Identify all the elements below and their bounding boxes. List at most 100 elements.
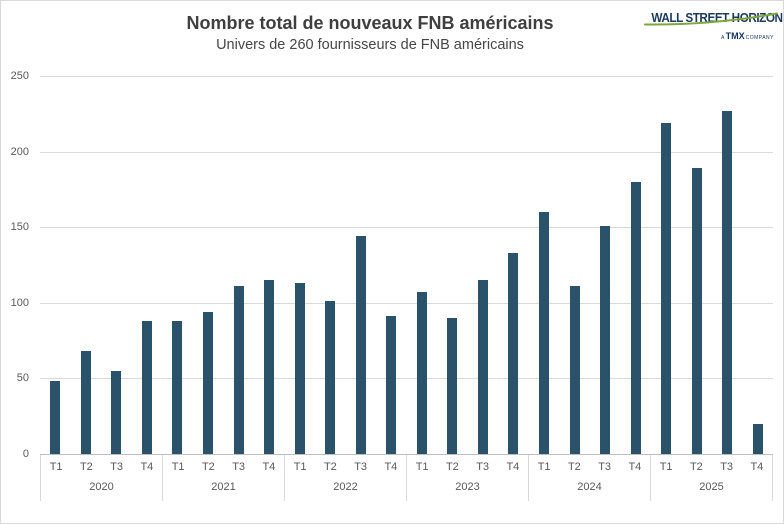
bar-2020-T2 bbox=[80, 351, 91, 454]
gridline-100 bbox=[40, 302, 773, 304]
quarter-label: T4 bbox=[750, 461, 764, 473]
bar-2021-T3 bbox=[233, 286, 244, 454]
quarter-label: T1 bbox=[659, 461, 673, 473]
quarter-label-row: T1 T2 T3 T4 bbox=[285, 455, 406, 473]
bar-slot bbox=[40, 76, 71, 454]
chart-subtitle: Univers de 260 fournisseurs de FNB améri… bbox=[216, 37, 524, 53]
bar-2023-T4 bbox=[508, 252, 519, 454]
bar-2025-T1 bbox=[661, 122, 672, 454]
quarter-label: T3 bbox=[354, 461, 368, 473]
y-axis-label: 250 bbox=[10, 70, 29, 82]
logo-tagline: ATMXCOMPANY bbox=[643, 27, 777, 43]
y-axis-label: 100 bbox=[10, 296, 29, 309]
bar-2022-T3 bbox=[355, 236, 366, 454]
logo-tagline-suffix: COMPANY bbox=[745, 35, 774, 41]
quarter-label-row: T1 T2 T3 T4 bbox=[41, 455, 162, 473]
chart-header: Nombre total de nouveaux FNB américains … bbox=[1, 1, 783, 55]
year-label: 2023 bbox=[455, 481, 480, 493]
quarter-label: T4 bbox=[384, 461, 398, 473]
bar-slot bbox=[376, 76, 407, 454]
bar-2025-T4 bbox=[752, 423, 763, 454]
bar-slot bbox=[620, 76, 651, 454]
quarter-label: T4 bbox=[506, 461, 520, 473]
quarter-label: T4 bbox=[262, 461, 276, 473]
logo-wordmark-row: WALL STREET HORIZON bbox=[643, 10, 783, 26]
gridline-150 bbox=[40, 227, 773, 229]
year-group-2024: T1 T2 T3 T4 2024 bbox=[529, 455, 651, 501]
quarter-label: T1 bbox=[293, 461, 307, 473]
plot-area bbox=[40, 76, 773, 455]
bar-2021-T4 bbox=[264, 280, 275, 454]
y-axis-label: 50 bbox=[16, 372, 29, 385]
x-axis: T1 T2 T3 T4 2020 T1 T2 T3 T4 2021 T1 T2 T3 T4 2022 T1 T2… bbox=[40, 455, 773, 501]
quarter-label: T1 bbox=[49, 461, 63, 473]
year-group-2022: T1 T2 T3 T4 2022 bbox=[285, 455, 407, 501]
quarter-label: T3 bbox=[232, 461, 246, 473]
bar-2020-T4 bbox=[141, 320, 152, 454]
bar-2024-T4 bbox=[630, 181, 641, 454]
quarter-label: T3 bbox=[476, 461, 490, 473]
bar-slot bbox=[468, 76, 499, 454]
bar-slot bbox=[284, 76, 315, 454]
quarter-label: T1 bbox=[537, 461, 551, 473]
bars-container bbox=[40, 76, 773, 454]
bar-slot bbox=[71, 76, 102, 454]
quarter-label-row: T1 T2 T3 T4 bbox=[407, 455, 528, 473]
bar-2025-T2 bbox=[691, 168, 702, 454]
bar-slot bbox=[437, 76, 468, 454]
bar-slot bbox=[254, 76, 285, 454]
quarter-label: T2 bbox=[79, 461, 93, 473]
bar-slot bbox=[132, 76, 163, 454]
bar-slot bbox=[162, 76, 193, 454]
year-label: 2020 bbox=[89, 481, 114, 493]
quarter-label: T3 bbox=[110, 461, 124, 473]
bar-2022-T2 bbox=[325, 301, 336, 454]
chart-title: Nombre total de nouveaux FNB américains bbox=[186, 13, 554, 33]
bar-2020-T3 bbox=[111, 370, 122, 454]
year-label: 2025 bbox=[699, 481, 724, 493]
logo-tagline-prefix: A bbox=[720, 35, 725, 41]
bar-slot bbox=[193, 76, 224, 454]
bar-2025-T3 bbox=[722, 110, 733, 454]
year-label: 2024 bbox=[577, 481, 602, 493]
bar-slot bbox=[559, 76, 590, 454]
quarter-label: T4 bbox=[140, 461, 154, 473]
bar-2023-T1 bbox=[416, 292, 427, 454]
quarter-label: T3 bbox=[720, 461, 734, 473]
bar-slot bbox=[345, 76, 376, 454]
quarter-label: T2 bbox=[323, 461, 337, 473]
gridline-50 bbox=[40, 378, 773, 380]
quarter-label: T4 bbox=[628, 461, 642, 473]
year-group-2020: T1 T2 T3 T4 2020 bbox=[41, 455, 163, 501]
quarter-label: T1 bbox=[171, 461, 185, 473]
bar-2021-T1 bbox=[172, 320, 183, 454]
bar-slot bbox=[407, 76, 438, 454]
bar-slot bbox=[590, 76, 621, 454]
bar-2022-T4 bbox=[386, 316, 397, 454]
bar-slot bbox=[529, 76, 560, 454]
bar-2023-T2 bbox=[447, 317, 458, 454]
bar-slot bbox=[223, 76, 254, 454]
y-axis-label: 0 bbox=[22, 448, 29, 460]
bar-slot bbox=[498, 76, 529, 454]
year-group-2021: T1 T2 T3 T4 2021 bbox=[163, 455, 285, 501]
bar-2024-T1 bbox=[539, 212, 550, 454]
logo-wordmark: WALL STREET HORIZON bbox=[651, 11, 783, 25]
year-group-2023: T1 T2 T3 T4 2023 bbox=[407, 455, 529, 501]
quarter-label: T1 bbox=[415, 461, 429, 473]
quarter-label: T2 bbox=[567, 461, 581, 473]
quarter-label-row: T1 T2 T3 T4 bbox=[529, 455, 650, 473]
bar-2021-T2 bbox=[203, 311, 213, 454]
quarter-label-row: T1 T2 T3 T4 bbox=[651, 455, 772, 473]
y-axis-label: 200 bbox=[10, 145, 29, 158]
y-axis: 0 50 100 150 200 250 bbox=[1, 70, 34, 460]
bar-slot bbox=[712, 76, 743, 454]
wall-street-horizon-logo: WALL STREET HORIZON ATMXCOMPANY bbox=[643, 10, 783, 43]
bar-2023-T3 bbox=[477, 280, 488, 454]
bar-2024-T2 bbox=[569, 286, 580, 454]
quarter-label-row: T1 T2 T3 T4 bbox=[163, 455, 284, 473]
quarter-label: T3 bbox=[598, 461, 612, 473]
bar-2024-T3 bbox=[600, 225, 611, 454]
logo-tagline-tmx: TMX bbox=[725, 31, 745, 41]
